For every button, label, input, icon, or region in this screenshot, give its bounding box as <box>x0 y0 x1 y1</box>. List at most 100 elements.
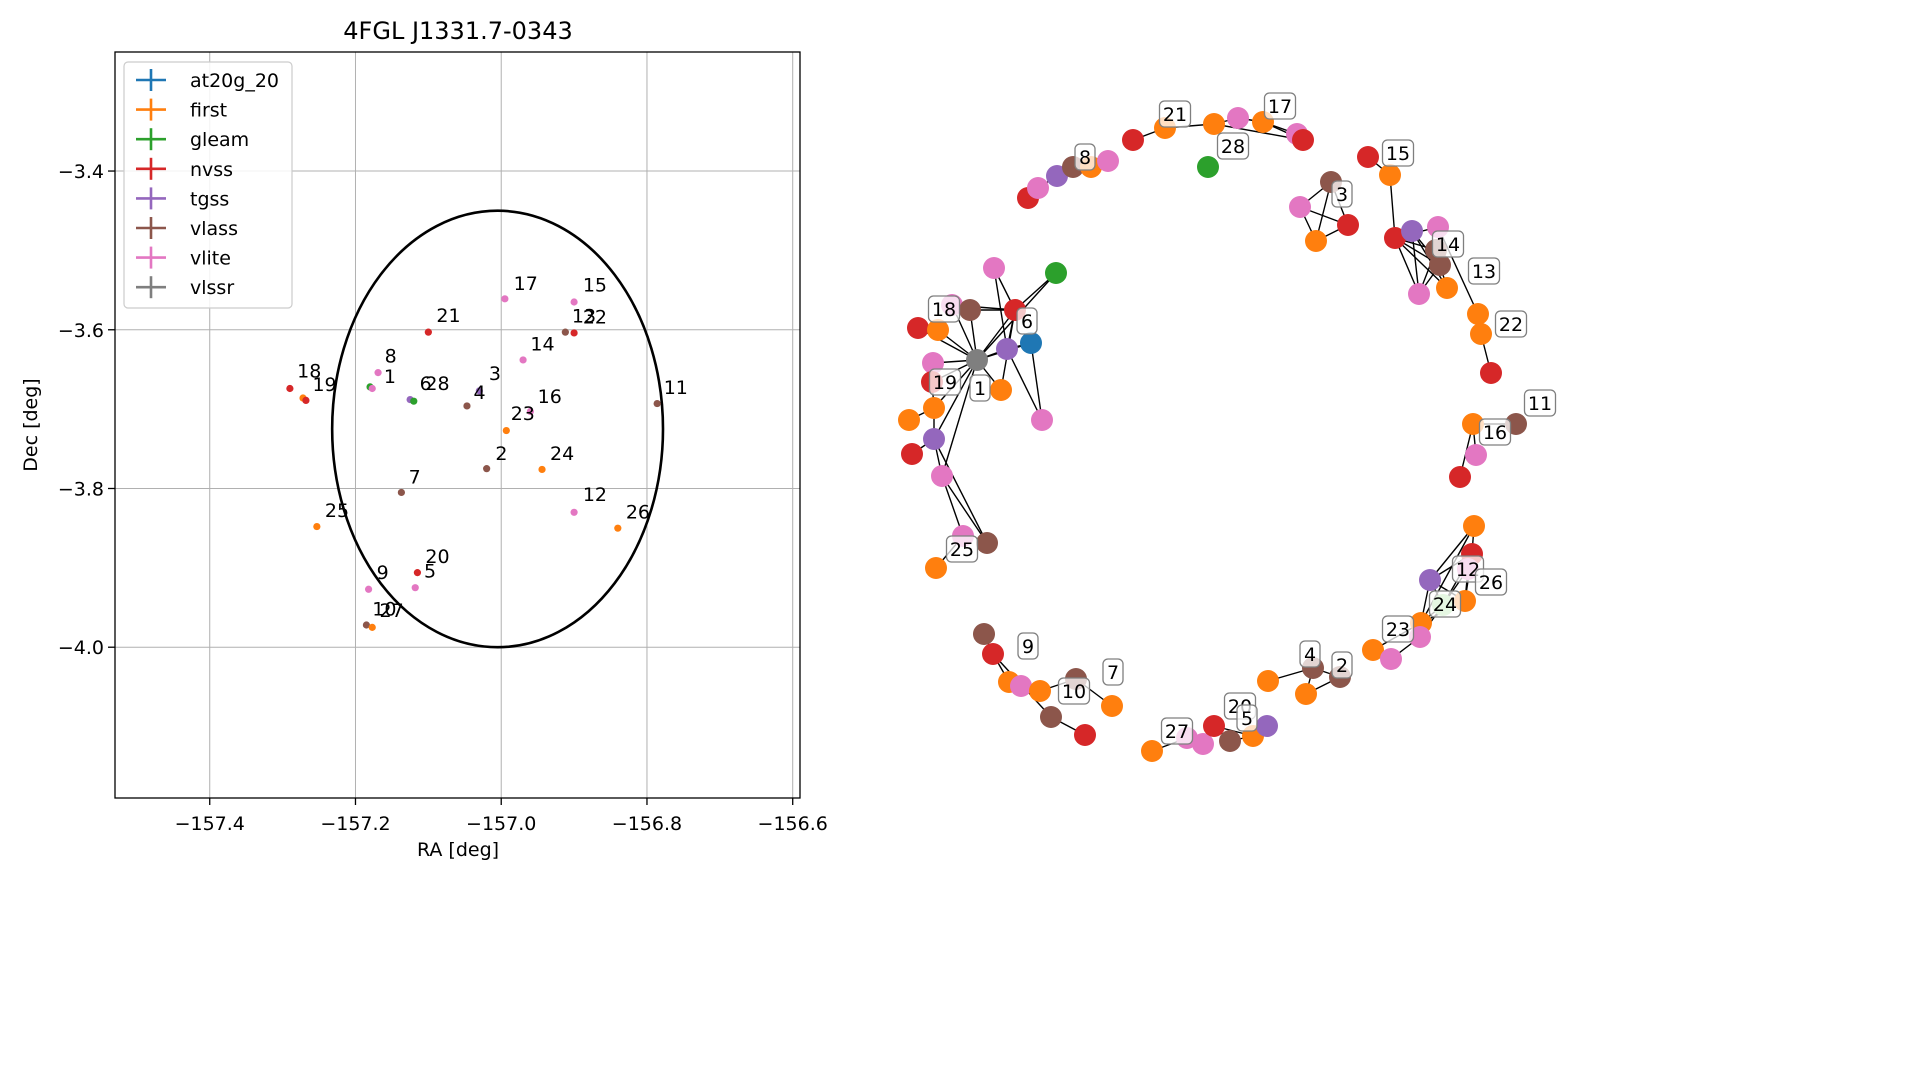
source-point <box>561 328 569 336</box>
source-points <box>286 295 661 631</box>
graph-label-box <box>1478 418 1512 446</box>
graph-label-box <box>1523 389 1557 417</box>
graph-node <box>1463 515 1485 537</box>
localization-ellipse <box>330 209 665 649</box>
graph-node <box>1462 413 1484 435</box>
graph-label: 5 <box>1241 708 1253 730</box>
source-label: 16 <box>538 386 562 408</box>
source-label: 19 <box>312 374 336 396</box>
x-tick-label: −156.8 <box>612 813 682 835</box>
graph-label: 18 <box>932 299 956 321</box>
graph-node <box>1305 230 1327 252</box>
graph-node <box>1031 409 1053 431</box>
graph-label: 9 <box>1022 636 1034 658</box>
graph-label-box <box>1474 568 1508 596</box>
graph-node <box>1470 323 1492 345</box>
source-point <box>570 508 578 516</box>
graph-label-box <box>969 374 991 402</box>
graph-node <box>1101 695 1123 717</box>
source-point <box>475 387 483 395</box>
graph-node <box>1029 680 1051 702</box>
source-label: 6 <box>420 373 432 395</box>
graph-node <box>1074 724 1096 746</box>
source-label: 25 <box>325 500 349 522</box>
source-point <box>368 623 376 631</box>
graph-node <box>1227 107 1249 129</box>
legend-label: first <box>190 100 227 122</box>
source-point <box>397 488 405 497</box>
source-label: 26 <box>626 502 650 524</box>
graph-label: 19 <box>933 372 957 394</box>
graph-node <box>931 465 953 487</box>
graph-node <box>1379 164 1401 186</box>
source-point <box>374 369 382 377</box>
graph-label: 28 <box>1221 136 1245 158</box>
y-tick-label: −3.4 <box>58 161 104 183</box>
graph-label: 27 <box>1165 721 1189 743</box>
graph-label-box <box>1299 640 1321 668</box>
source-point <box>424 328 432 336</box>
graph-node <box>1203 715 1225 737</box>
graph-label-box <box>1057 677 1091 705</box>
y-tick-label: −3.6 <box>58 320 104 342</box>
graph-label-box <box>1494 310 1528 338</box>
source-label: 12 <box>583 484 607 506</box>
graph-label-box <box>1158 100 1192 128</box>
graph-label: 3 <box>1336 184 1348 206</box>
graph-label: 7 <box>1107 662 1119 684</box>
graph-label-box <box>1074 143 1096 171</box>
scatter-plot: 4FGL J1331.7-0343 −157.4 −157.2 −157.0 −156… <box>20 17 828 861</box>
graph-label: 15 <box>1386 143 1410 165</box>
x-tick-label: −157.0 <box>466 813 536 835</box>
legend-label: vlssr <box>190 277 234 299</box>
graph-node <box>973 623 995 645</box>
source-point <box>614 524 622 532</box>
graph-node <box>1292 129 1314 151</box>
graph-node <box>1040 706 1062 728</box>
source-label: 5 <box>424 560 436 582</box>
source-point <box>483 465 491 473</box>
source-point <box>364 585 373 593</box>
legend-label: vlite <box>190 248 231 270</box>
graph-node <box>1436 277 1458 299</box>
source-point <box>463 402 471 410</box>
graph-label: 1 <box>974 378 986 400</box>
graph-label-box <box>1236 704 1258 732</box>
graph-label-box <box>1428 590 1462 618</box>
graph-node <box>1097 150 1119 172</box>
legend-frame <box>123 61 293 309</box>
graph-node <box>1408 283 1430 305</box>
source-point <box>368 384 376 393</box>
source-label: 18 <box>297 360 321 382</box>
source-label: 28 <box>425 373 449 395</box>
source-point <box>362 621 371 629</box>
graph-label-box <box>928 368 962 396</box>
graph-node <box>1467 303 1489 325</box>
graph-node <box>1429 254 1451 276</box>
graph-label-box <box>927 295 961 323</box>
source-point <box>410 397 418 405</box>
graph-label-box <box>1381 139 1415 167</box>
graph-node <box>1197 156 1219 178</box>
graph-node <box>1409 626 1431 648</box>
graph-label-box <box>1016 307 1038 335</box>
graph-node <box>1203 113 1225 135</box>
graph-node <box>901 443 923 465</box>
source-point <box>570 298 578 306</box>
graph-node <box>1192 733 1214 755</box>
graph-node <box>976 532 998 554</box>
graph-node <box>1295 683 1317 705</box>
x-tick-label: −156.6 <box>758 813 828 835</box>
y-axis-label: Dec [deg] <box>20 378 42 471</box>
legend-label: tgss <box>190 188 229 210</box>
graph-node <box>1010 675 1032 697</box>
source-point <box>570 329 578 337</box>
source-label: 21 <box>436 305 460 327</box>
source-point <box>411 584 419 592</box>
source-label: 22 <box>583 306 607 328</box>
graph-node <box>1419 569 1441 591</box>
